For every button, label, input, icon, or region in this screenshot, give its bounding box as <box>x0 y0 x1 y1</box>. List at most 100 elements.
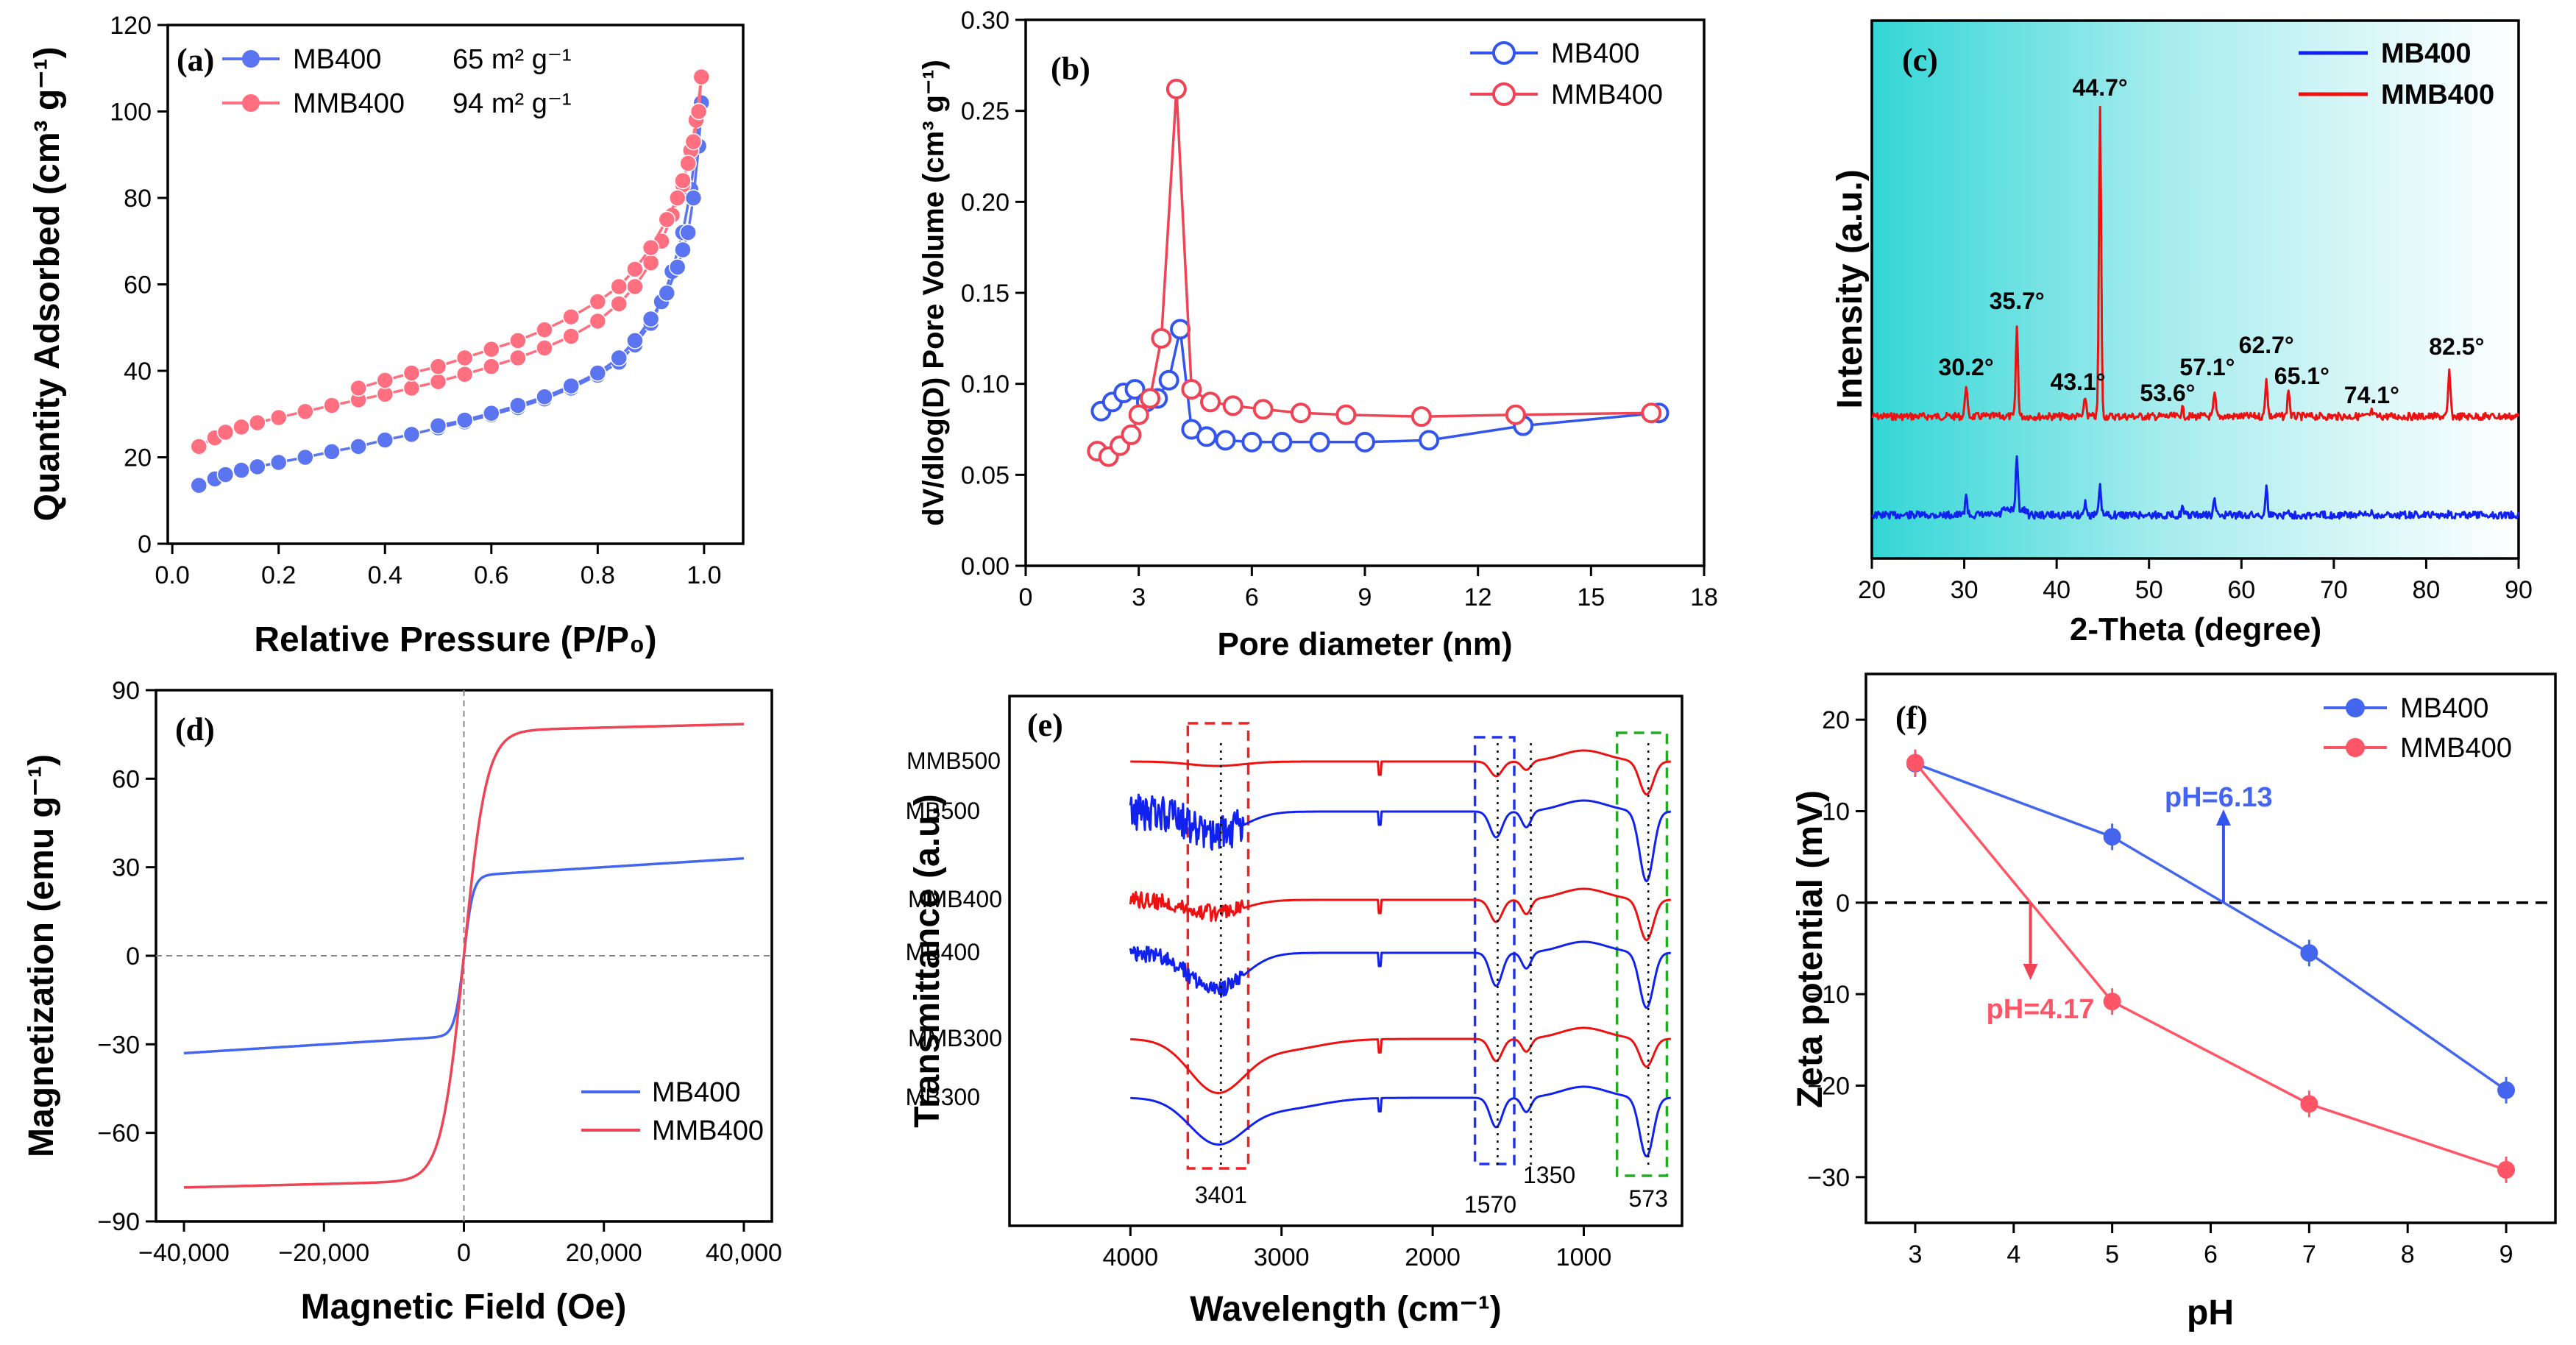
panel-f-annotation-mb400: pH=6.13 <box>2165 782 2273 813</box>
panel-a-mb400-point <box>674 241 692 259</box>
panel-b-ytick-label: 0.05 <box>961 461 1010 489</box>
panel-e-mmb300-trace <box>1130 1026 1672 1095</box>
panel-a-mb400-point <box>610 349 628 367</box>
panel-d-xlabel: Magnetic Field (Oe) <box>301 1288 627 1327</box>
panel-e-xtick-label: 1000 <box>1556 1243 1612 1271</box>
panel-c-xtick-label: 80 <box>2413 576 2441 604</box>
panel-e-mb400-trace <box>1129 940 1672 1009</box>
panel-a-mmb400-point <box>536 339 553 357</box>
panel-e-xlabel: Wavelength (cm⁻¹) <box>1190 1290 1502 1329</box>
panel-e-trace-label: MB300 <box>906 1084 980 1110</box>
panel-f-mmb400-point <box>2103 993 2121 1011</box>
panel-c-mb400-trace <box>1870 455 2520 520</box>
panel-b-mmb400-point <box>1641 402 1662 424</box>
panel-a-mmb400-point <box>297 402 314 420</box>
panel-a-ytick-label: 0 <box>138 530 152 558</box>
panel-b-mmb400-point <box>1140 388 1161 409</box>
panel-a-mb400-desorption-line <box>438 102 703 427</box>
panel-d-ylabel: Magnetization (emu g⁻¹) <box>22 754 61 1157</box>
panel-a-mb400-point <box>233 461 250 479</box>
panel-a-ytick-label: 20 <box>124 444 152 472</box>
panel-a-mb400-point <box>455 411 474 429</box>
panel-f-mmb400-point <box>2300 1095 2318 1113</box>
panel-a-mmb400-point <box>376 372 394 389</box>
panel-a-mmb400-point <box>509 349 527 367</box>
panel-d-ytick-label: −30 <box>97 1031 140 1059</box>
panel-e-trace-label: MMB400 <box>908 886 1002 912</box>
legend-label-mb400-d: MB400 <box>652 1077 740 1108</box>
legend-marker-mmb400 <box>242 94 260 112</box>
panel-a-mmb400-point <box>402 364 421 382</box>
panel-a-mb400-point <box>376 431 394 449</box>
panel-d-mmb400-curve <box>183 723 745 1189</box>
panel-c-peak-label: 74.1° <box>2344 382 2399 408</box>
panel-a-mmb400-desorption-line <box>358 77 703 390</box>
panel-f-mmb400-line <box>1914 762 2507 1171</box>
panel-a-mmb400-point <box>269 408 288 427</box>
panel-a-mmb400-point <box>233 418 250 436</box>
panel-f-ytick-label: 20 <box>1822 706 1850 734</box>
legend-label-mmb400-f: MMB400 <box>2400 733 2512 764</box>
panel-a-mmb400-point <box>642 238 660 257</box>
panel-d-ytick-label: 60 <box>112 765 140 793</box>
panel-c-xrd: 20 30 40 50 60 70 80 90 30.2° 35.7° 43.1° 44.7° 53.… <box>1831 19 2533 647</box>
panel-c-peak-label: 82.5° <box>2429 333 2484 360</box>
panel-c-background <box>1872 21 2519 558</box>
panel-b-label: (b) <box>1051 51 1090 87</box>
panel-e-mb300-trace <box>1130 1085 1672 1158</box>
panel-c-xlabel: 2-Theta (degree) <box>2070 611 2321 647</box>
panel-a-label: (a) <box>177 42 214 78</box>
panel-f-arrowhead-mmb400 <box>2023 964 2038 980</box>
panel-a-mmb400-point <box>483 340 500 358</box>
panel-d-legend: MB400 MMB400 <box>581 1077 764 1146</box>
panel-b-mb400-point <box>1170 319 1191 340</box>
panel-d-ytick-label: −90 <box>97 1208 140 1236</box>
panel-b-xtick-label: 15 <box>1577 583 1605 611</box>
panel-f-ylabel: Zeta potential (mV) <box>1791 790 1830 1108</box>
panel-a-mb400-point <box>249 458 266 476</box>
panel-a-mb400-point <box>402 425 421 444</box>
panel-e-mmb500-trace <box>1130 749 1672 796</box>
panel-a-mb400-point <box>668 258 686 276</box>
panel-f-mb400-point <box>2497 1081 2516 1099</box>
panel-a-mmb400-adsorption-line <box>198 77 703 448</box>
panel-e-frame <box>1008 695 1683 1227</box>
panel-a-mb400-point <box>536 388 553 405</box>
panel-a-ytick-label: 80 <box>124 185 152 213</box>
panel-b-pore-distribution: 0 3 6 9 12 15 18 0.00 0.05 0.10 0.15 0.20 0.25 0.30 (… <box>918 7 1718 662</box>
panel-d-xtick-label: 40,000 <box>706 1239 782 1267</box>
panel-a-xtick-label: 0.2 <box>261 561 296 589</box>
panel-e-trace-label: MB500 <box>906 798 980 824</box>
panel-b-mmb400-point <box>1181 379 1202 400</box>
panel-d-ytick-label: −60 <box>97 1120 140 1148</box>
panel-f-xtick-label: 5 <box>2105 1241 2119 1268</box>
panel-b-mmb400-point <box>1411 406 1432 427</box>
panel-a-mmb400-point <box>562 308 580 326</box>
legend-note-mmb400: 94 m² g⁻¹ <box>453 88 572 119</box>
legend-marker-mb400-f <box>2346 698 2365 717</box>
panel-e-trace-label: MMB300 <box>908 1025 1002 1051</box>
panel-b-xtick-label: 0 <box>1019 583 1033 611</box>
panel-f-mmb400-point <box>2497 1160 2516 1179</box>
panel-b-mmb400-line <box>1096 88 1652 458</box>
panel-e-trace-label: MB400 <box>906 939 980 965</box>
panel-a-mmb400-point <box>455 349 474 367</box>
panel-b-xtick-label: 6 <box>1245 583 1259 611</box>
panel-a-mmb400-point <box>429 358 447 375</box>
panel-e-region-box-1570 <box>1473 736 1516 1165</box>
panel-b-legend: MB400 MMB400 <box>1470 38 1663 110</box>
panel-b-mmb400-point <box>1165 78 1187 99</box>
panel-b-mmb400-point <box>1121 424 1142 445</box>
panel-a-mmb400-point <box>610 277 628 296</box>
panel-a-mb400-point <box>323 443 341 461</box>
panel-a-ytick-label: 60 <box>124 272 152 299</box>
panel-b-mmb400-point <box>1335 404 1357 425</box>
panel-a-xtick-label: 0.4 <box>368 561 402 589</box>
panel-a-mb400-point <box>509 397 527 414</box>
panel-d-xtick-label: −20,000 <box>278 1239 369 1267</box>
panel-b-xtick-label: 18 <box>1690 583 1718 611</box>
panel-a-mb400-point <box>642 310 660 328</box>
panel-a-mb400-point <box>269 453 288 472</box>
panel-a-mb400-point <box>429 416 447 435</box>
panel-a-mmb400-point <box>689 102 708 121</box>
